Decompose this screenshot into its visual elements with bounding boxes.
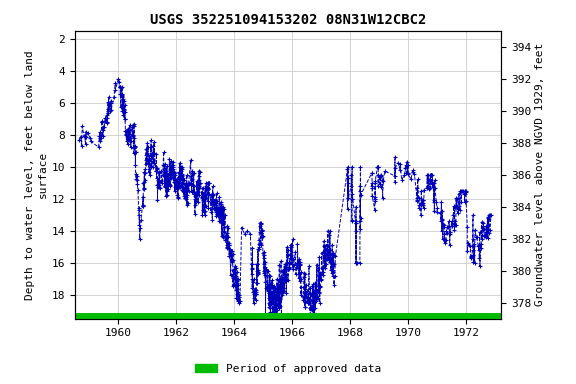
Legend: Period of approved data: Period of approved data bbox=[191, 359, 385, 379]
Title: USGS 352251094153202 08N31W12CBC2: USGS 352251094153202 08N31W12CBC2 bbox=[150, 13, 426, 27]
Y-axis label: Depth to water level, feet below land
surface: Depth to water level, feet below land su… bbox=[25, 50, 47, 300]
Y-axis label: Groundwater level above NGVD 1929, feet: Groundwater level above NGVD 1929, feet bbox=[535, 43, 545, 306]
